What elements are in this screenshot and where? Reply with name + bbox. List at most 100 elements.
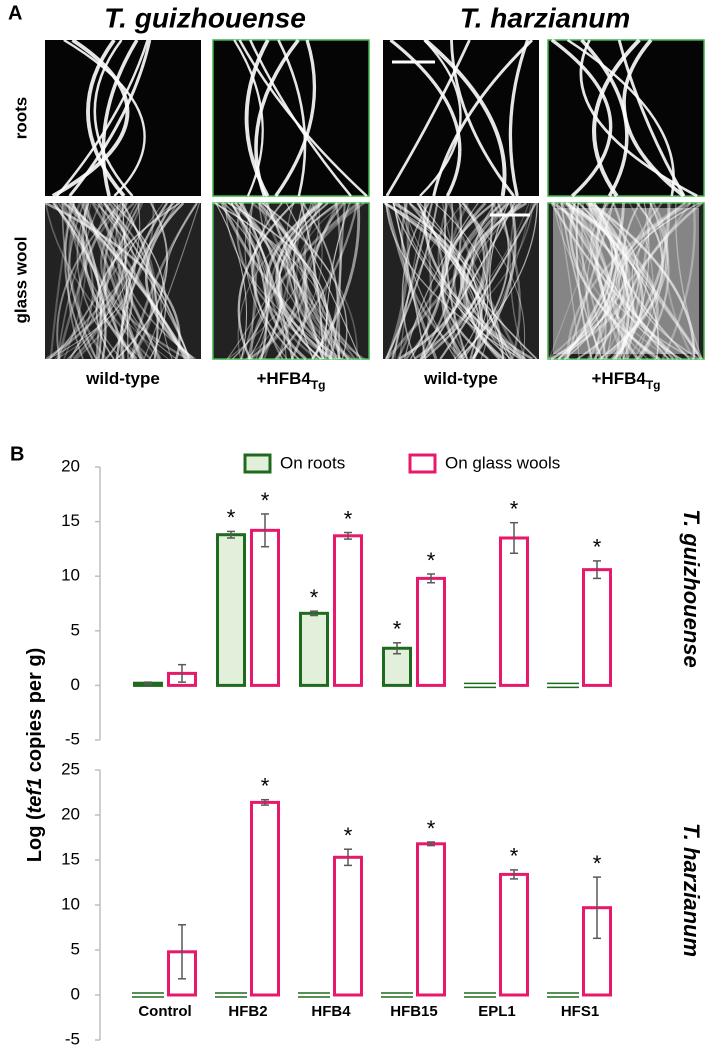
error-bar [261,513,269,548]
fiber [48,202,136,360]
fiber [389,38,462,197]
glow [553,208,699,354]
y-tick-label: 0 [71,984,80,1003]
fiber [63,202,88,360]
fiber [230,202,257,360]
y-tick-label: 10 [61,894,80,913]
legend-swatch [408,453,437,474]
bar [299,611,329,687]
fiber [60,202,124,360]
fiber [569,202,661,361]
fiber [661,202,696,360]
fiber [439,202,537,360]
fiber [452,201,506,361]
fiber [56,202,123,360]
fiber [622,202,650,360]
x-tick-label: Control [138,1003,191,1020]
image-label-text: wild-type [423,369,498,388]
y-tick-label: -5 [65,1029,80,1048]
fiber [626,202,665,360]
fiber [86,38,126,198]
fiber [417,202,538,360]
fiber [628,202,654,360]
fiber [594,202,663,360]
image-label-subscript: Tg [646,378,661,392]
fiber [56,39,149,197]
y-label-part: copies per g) [24,648,46,778]
fiber [423,202,486,360]
photo [383,38,539,197]
photo [383,201,539,361]
fiber [590,201,696,360]
fiber [443,202,468,360]
y-tick-label: 20 [61,804,80,823]
bar-zero [464,992,496,998]
fiber [144,202,194,360]
chart-title: T. harzianum [679,823,704,957]
bar [416,576,446,687]
fiber [215,202,248,360]
fiber [571,202,659,360]
legend-label: On glass wools [445,453,560,472]
fiber [230,202,268,360]
fiber [95,202,181,360]
image-label-text: +HFB4 [592,369,647,388]
fiber [492,202,521,360]
fiber [571,202,671,360]
bar [582,568,612,687]
fiber [550,202,627,360]
significance-mark: * [261,488,270,513]
fiber [227,202,320,360]
image-label: +HFB4Tg [257,369,326,392]
fiber [93,39,134,197]
fiber [225,202,343,360]
fiber [57,202,111,360]
fiber [452,202,523,360]
fiber [233,39,264,197]
fiber [109,202,159,360]
fiber [603,202,669,360]
fiber [95,202,141,360]
image-label: wild-type [85,369,160,388]
fiber [285,202,361,360]
y-tick-label: 25 [61,759,80,778]
fiber [238,202,338,360]
fiber [103,202,135,360]
fiber [566,201,687,360]
fiber [551,201,635,360]
fiber [68,202,119,360]
fiber [399,202,429,360]
fiber [564,202,619,360]
fiber [75,202,155,360]
error-bar [510,521,518,555]
bar [333,534,363,687]
fiber [311,202,361,360]
error-bar [261,798,269,806]
fiber [57,202,94,360]
bar-zero [547,992,579,998]
fiber [251,202,300,360]
fiber [565,202,620,360]
fiber [286,202,351,361]
fiber [394,202,464,360]
x-tick-label: HFB15 [390,1003,438,1020]
image-label: +HFB4Tg [592,369,661,392]
y-tick-label: 5 [71,620,80,639]
significance-mark: * [344,506,353,531]
fiber [622,38,685,198]
chart-title: T. guizhouense [679,509,704,667]
fiber [99,202,162,360]
fiber [214,202,333,360]
fiber [450,39,515,197]
fiber [392,201,463,361]
fiber [68,202,107,360]
fiber [277,202,339,360]
fiber [265,202,349,360]
significance-mark: * [593,535,602,560]
fiber [115,202,169,360]
fiber [566,202,615,360]
error-bar [510,869,518,880]
fiber [565,202,625,360]
image-label-subscript: Tg [311,378,326,392]
